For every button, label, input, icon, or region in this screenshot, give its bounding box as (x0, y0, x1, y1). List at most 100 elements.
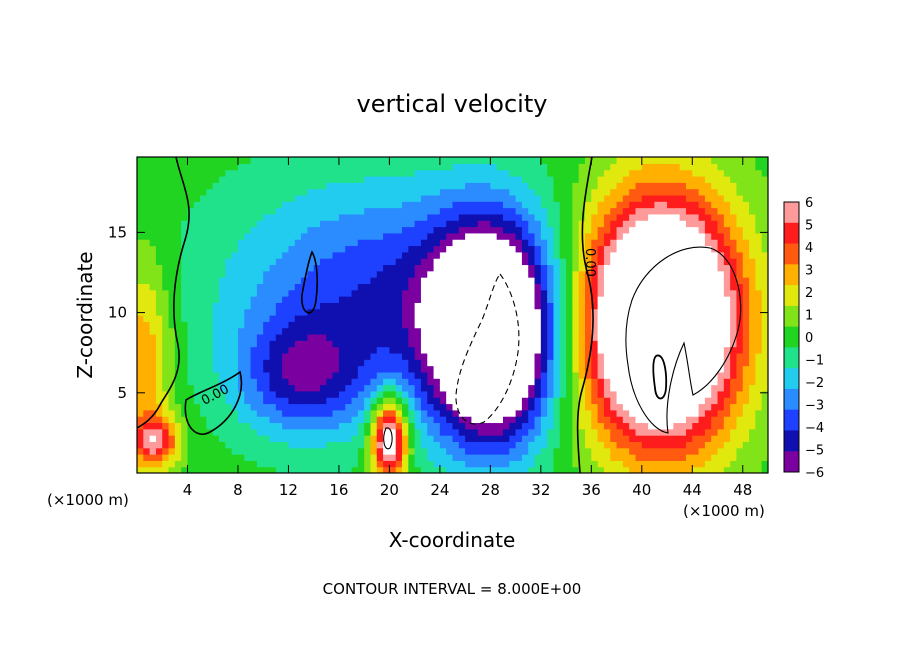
heatmap-cell (269, 251, 277, 259)
heatmap-cell (597, 157, 605, 164)
heatmap-cell (364, 283, 372, 291)
heatmap-cell (345, 460, 353, 468)
heatmap-cell (395, 315, 403, 322)
heatmap-cell (484, 327, 491, 335)
heatmap-cell (187, 283, 195, 291)
heatmap-cell (301, 397, 308, 405)
heatmap-cell (143, 384, 151, 392)
heatmap-cell (174, 466, 182, 473)
heatmap-cell (143, 270, 151, 278)
heatmap-cell (667, 435, 674, 442)
heatmap-cell (313, 422, 321, 430)
heatmap-cell (566, 283, 573, 291)
heatmap-cell (181, 277, 189, 284)
heatmap-cell (698, 340, 706, 348)
heatmap-cell (585, 264, 592, 272)
heatmap-cell (364, 245, 372, 253)
heatmap-cell (383, 466, 390, 473)
heatmap-cell (717, 346, 725, 354)
heatmap-cell (622, 264, 630, 272)
heatmap-cell (730, 460, 738, 468)
heatmap-cell (263, 157, 271, 164)
heatmap-cell (200, 289, 208, 297)
heatmap-cell (288, 213, 296, 221)
heatmap-cell (723, 378, 731, 386)
heatmap-cell (193, 213, 201, 221)
heatmap-cell (458, 213, 466, 221)
heatmap-cell (755, 435, 763, 442)
heatmap-cell (389, 201, 397, 209)
heatmap-cell (420, 403, 428, 411)
heatmap-cell (667, 365, 674, 373)
heatmap-cell (256, 201, 264, 209)
heatmap-cell (294, 371, 302, 379)
heatmap-cell (307, 245, 315, 253)
heatmap-cell (282, 277, 290, 284)
heatmap-cell (465, 296, 473, 303)
heatmap-cell (143, 213, 151, 221)
heatmap-cell (578, 188, 586, 196)
heatmap-cell (717, 239, 725, 247)
heatmap-cell (622, 378, 630, 386)
heatmap-cell (420, 296, 428, 303)
heatmap-cell (502, 359, 510, 367)
heatmap-cell (137, 352, 144, 360)
heatmap-cell (332, 175, 340, 183)
heatmap-cell (357, 435, 365, 442)
heatmap-cell (597, 251, 605, 259)
heatmap-cell (275, 175, 283, 183)
heatmap-cell (294, 327, 302, 335)
heatmap-cell (761, 390, 768, 398)
heatmap-cell (742, 416, 750, 424)
heatmap-cell (301, 333, 308, 341)
heatmap-cell (439, 403, 447, 411)
heatmap-cell (212, 384, 220, 392)
heatmap-cell (578, 258, 586, 266)
heatmap-cell (149, 435, 157, 442)
heatmap-cell (319, 340, 327, 348)
heatmap-cell (635, 315, 643, 322)
heatmap-cell (250, 283, 258, 291)
heatmap-cell (673, 207, 681, 215)
heatmap-cell (477, 277, 485, 284)
heatmap-cell (326, 422, 334, 430)
heatmap-cell (376, 283, 384, 291)
heatmap-cell (244, 289, 252, 297)
heatmap-cell (755, 289, 763, 297)
heatmap-cell (212, 296, 220, 303)
heatmap-cell (237, 270, 245, 278)
heatmap-cell (187, 390, 195, 398)
heatmap-cell (471, 283, 479, 291)
heatmap-cell (477, 447, 485, 455)
heatmap-cell (181, 315, 189, 322)
heatmap-cell (704, 258, 712, 266)
heatmap-cell (408, 213, 416, 221)
heatmap-cell (749, 409, 756, 417)
heatmap-cell (256, 422, 264, 430)
heatmap-cell (685, 454, 693, 461)
heatmap-cell (578, 333, 586, 341)
heatmap-cell (484, 289, 491, 297)
heatmap-cell (439, 359, 447, 367)
heatmap-cell (231, 409, 239, 417)
heatmap-cell (471, 321, 479, 329)
heatmap-cell (610, 308, 618, 316)
heatmap-cell (326, 346, 334, 354)
heatmap-cell (572, 422, 580, 430)
heatmap-cell (692, 163, 700, 171)
heatmap-cell (685, 384, 693, 392)
heatmap-cell (408, 321, 416, 329)
heatmap-cell (269, 428, 277, 436)
heatmap-cell (490, 359, 498, 367)
heatmap-cell (282, 175, 290, 183)
heatmap-cell (212, 352, 220, 360)
heatmap-cell (736, 403, 744, 411)
heatmap-cell (761, 416, 768, 424)
heatmap-cell (351, 194, 359, 202)
heatmap-cell (616, 207, 624, 215)
heatmap-cell (698, 194, 706, 202)
heatmap-cell (641, 207, 649, 215)
heatmap-cell (275, 157, 283, 164)
heatmap-cell (755, 258, 763, 266)
heatmap-cell (521, 447, 529, 455)
